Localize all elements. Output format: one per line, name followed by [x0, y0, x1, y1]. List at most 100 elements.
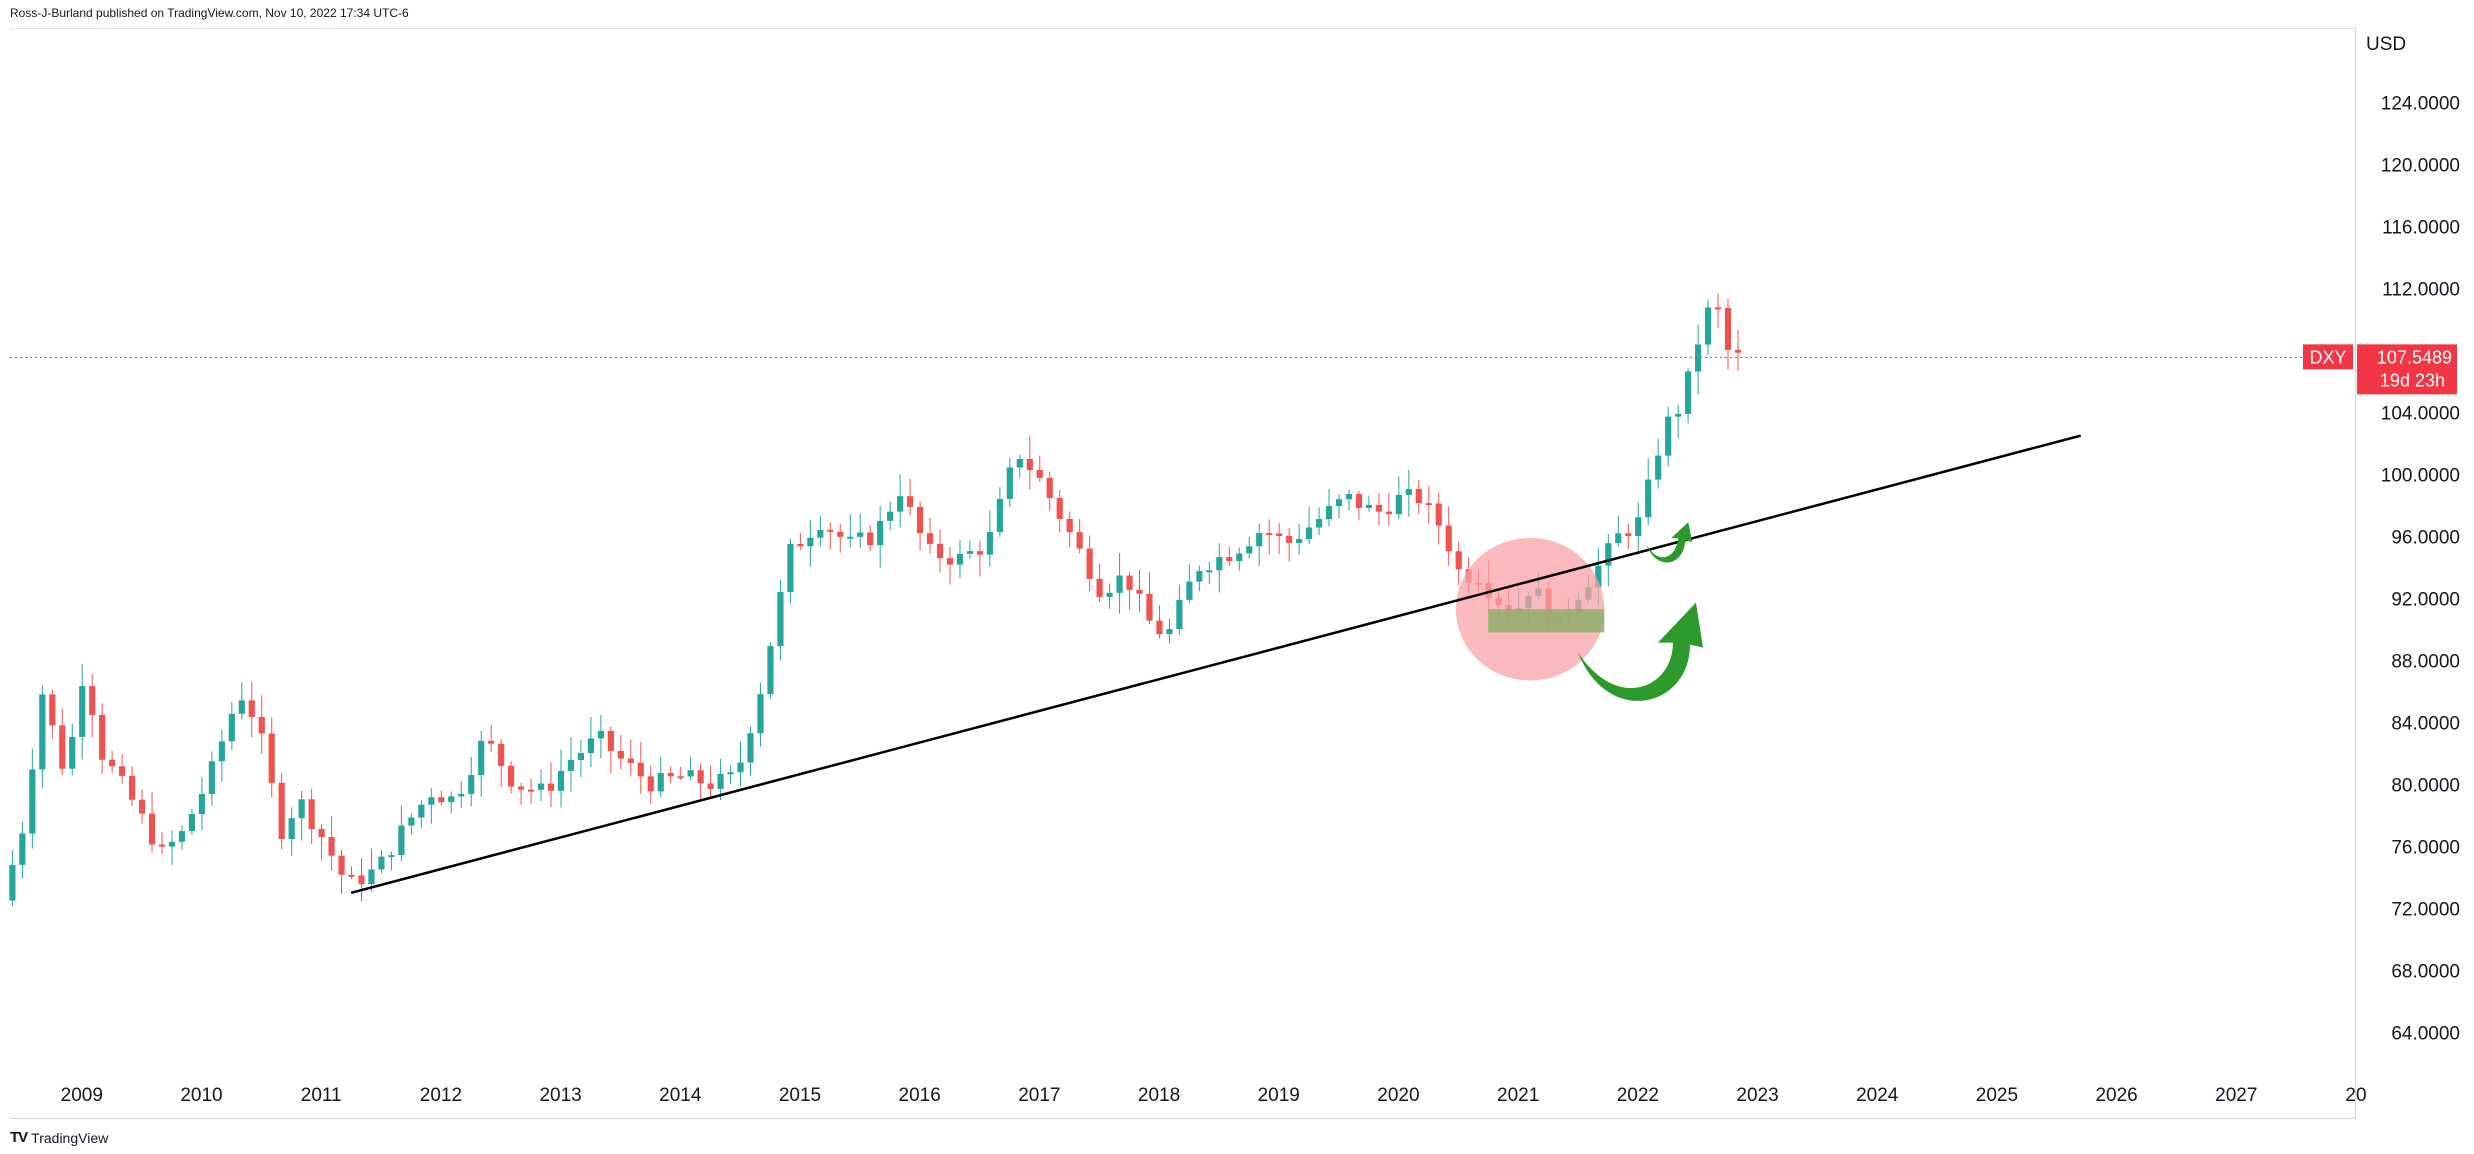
candle-body: [916, 506, 924, 534]
x-tick-label: 2009: [61, 1085, 103, 1106]
tradingview-footer[interactable]: TV TradingView: [10, 1129, 108, 1146]
x-tick-label: 20: [2345, 1085, 2366, 1106]
candle-body: [1036, 469, 1043, 478]
candle-body: [1645, 479, 1652, 518]
candle-body: [288, 818, 295, 839]
candle-body: [1086, 548, 1093, 579]
candle-body: [847, 536, 854, 539]
candle-body: [747, 733, 754, 763]
candle-body: [1066, 518, 1073, 533]
candle-body: [857, 532, 864, 537]
candle-body: [1006, 467, 1013, 499]
candle-body: [358, 875, 365, 885]
y-tick-label: 100.0000: [2381, 465, 2460, 486]
candle-body: [388, 855, 395, 858]
candlestick-series: [9, 293, 1742, 906]
candle-body: [79, 686, 86, 737]
drawing-annotations[interactable]: [350, 434, 2082, 895]
candle-body: [1365, 504, 1373, 509]
candle-body: [1266, 533, 1273, 536]
candle-body: [1335, 499, 1343, 507]
candle-body: [1405, 488, 1412, 495]
bar-countdown: 19d 23h: [2380, 370, 2445, 390]
candle-body: [1286, 535, 1293, 543]
candle-body: [308, 799, 315, 830]
candle-body: [1056, 497, 1063, 519]
candle-body: [1106, 592, 1113, 597]
attribution-text: Ross-J-Burland published on TradingView.…: [10, 6, 409, 20]
x-tick-label: 2025: [1976, 1085, 2018, 1106]
candle-body: [298, 799, 305, 819]
x-tick-label: 2012: [420, 1085, 462, 1106]
candle-body: [817, 529, 824, 538]
candle-body: [109, 759, 116, 767]
candle-body: [448, 796, 455, 803]
candle-body: [956, 553, 964, 565]
candle-body: [278, 782, 285, 839]
candle-body: [498, 743, 505, 766]
candle-body: [1315, 519, 1323, 528]
y-tick-label: 88.0000: [2391, 651, 2460, 672]
y-tick-label: 104.0000: [2381, 403, 2460, 424]
candle-body: [897, 496, 904, 512]
support-zone-box: [1488, 609, 1605, 633]
candle-body: [508, 765, 515, 787]
candle-body: [208, 761, 215, 795]
candle-body: [1714, 307, 1722, 310]
candle-body: [1425, 503, 1432, 506]
candle-body: [717, 774, 724, 789]
candle-body: [408, 817, 415, 826]
candle-body: [807, 537, 814, 547]
y-tick-label: 72.0000: [2391, 899, 2460, 920]
candle-body: [1206, 570, 1213, 573]
candle-body: [1445, 525, 1452, 552]
candle-body: [1724, 308, 1732, 350]
candle-body: [138, 799, 146, 814]
candle-body: [428, 797, 435, 805]
x-tick-label: 2021: [1497, 1085, 1539, 1106]
candle-body: [1685, 371, 1692, 414]
candle-body: [1016, 458, 1023, 468]
candle-body: [168, 841, 176, 847]
candle-body: [89, 686, 96, 715]
x-tick-label: 2018: [1138, 1085, 1180, 1106]
y-tick-label: 92.0000: [2391, 589, 2460, 610]
candle-body: [39, 694, 46, 770]
candle-body: [1694, 344, 1702, 372]
x-tick-label: 2023: [1736, 1085, 1778, 1106]
candle-body: [707, 783, 714, 789]
x-tick-label: 2017: [1018, 1085, 1060, 1106]
candle-body: [1126, 575, 1133, 590]
candle-body: [777, 591, 784, 647]
x-tick-label: 2016: [899, 1085, 941, 1106]
trendline: [350, 434, 2082, 895]
candle-body: [827, 529, 834, 532]
candle-body: [647, 776, 654, 792]
tradingview-brand: TradingView: [31, 1129, 109, 1146]
candle-body: [1256, 533, 1263, 547]
x-tick-label: 2011: [301, 1085, 342, 1106]
candle-body: [228, 713, 235, 742]
chart-pane-frame: [10, 28, 2356, 1119]
candle-body: [1704, 307, 1712, 345]
candle-body: [188, 814, 196, 832]
candle-body: [577, 753, 585, 760]
candle-body: [597, 731, 604, 739]
candle-body: [637, 762, 644, 777]
candle-body: [49, 694, 56, 726]
x-tick-label: 2015: [779, 1085, 821, 1106]
y-tick-label: 112.0000: [2382, 279, 2460, 300]
curved-arrow-small-icon: [1646, 522, 1693, 563]
candle-body: [936, 543, 944, 559]
y-tick-label: 116.0000: [2382, 217, 2460, 238]
candle-body: [887, 511, 894, 521]
candle-body: [1166, 629, 1173, 635]
candle-body: [1026, 458, 1033, 470]
candle-body: [567, 759, 575, 771]
candle-body: [767, 646, 774, 695]
y-axis-labels: 124.0000 120.0000 116.0000 112.0000 104.0000…: [2381, 93, 2460, 1044]
candle-body: [1216, 557, 1223, 571]
candle-body: [518, 786, 525, 790]
candle-body: [667, 773, 674, 777]
